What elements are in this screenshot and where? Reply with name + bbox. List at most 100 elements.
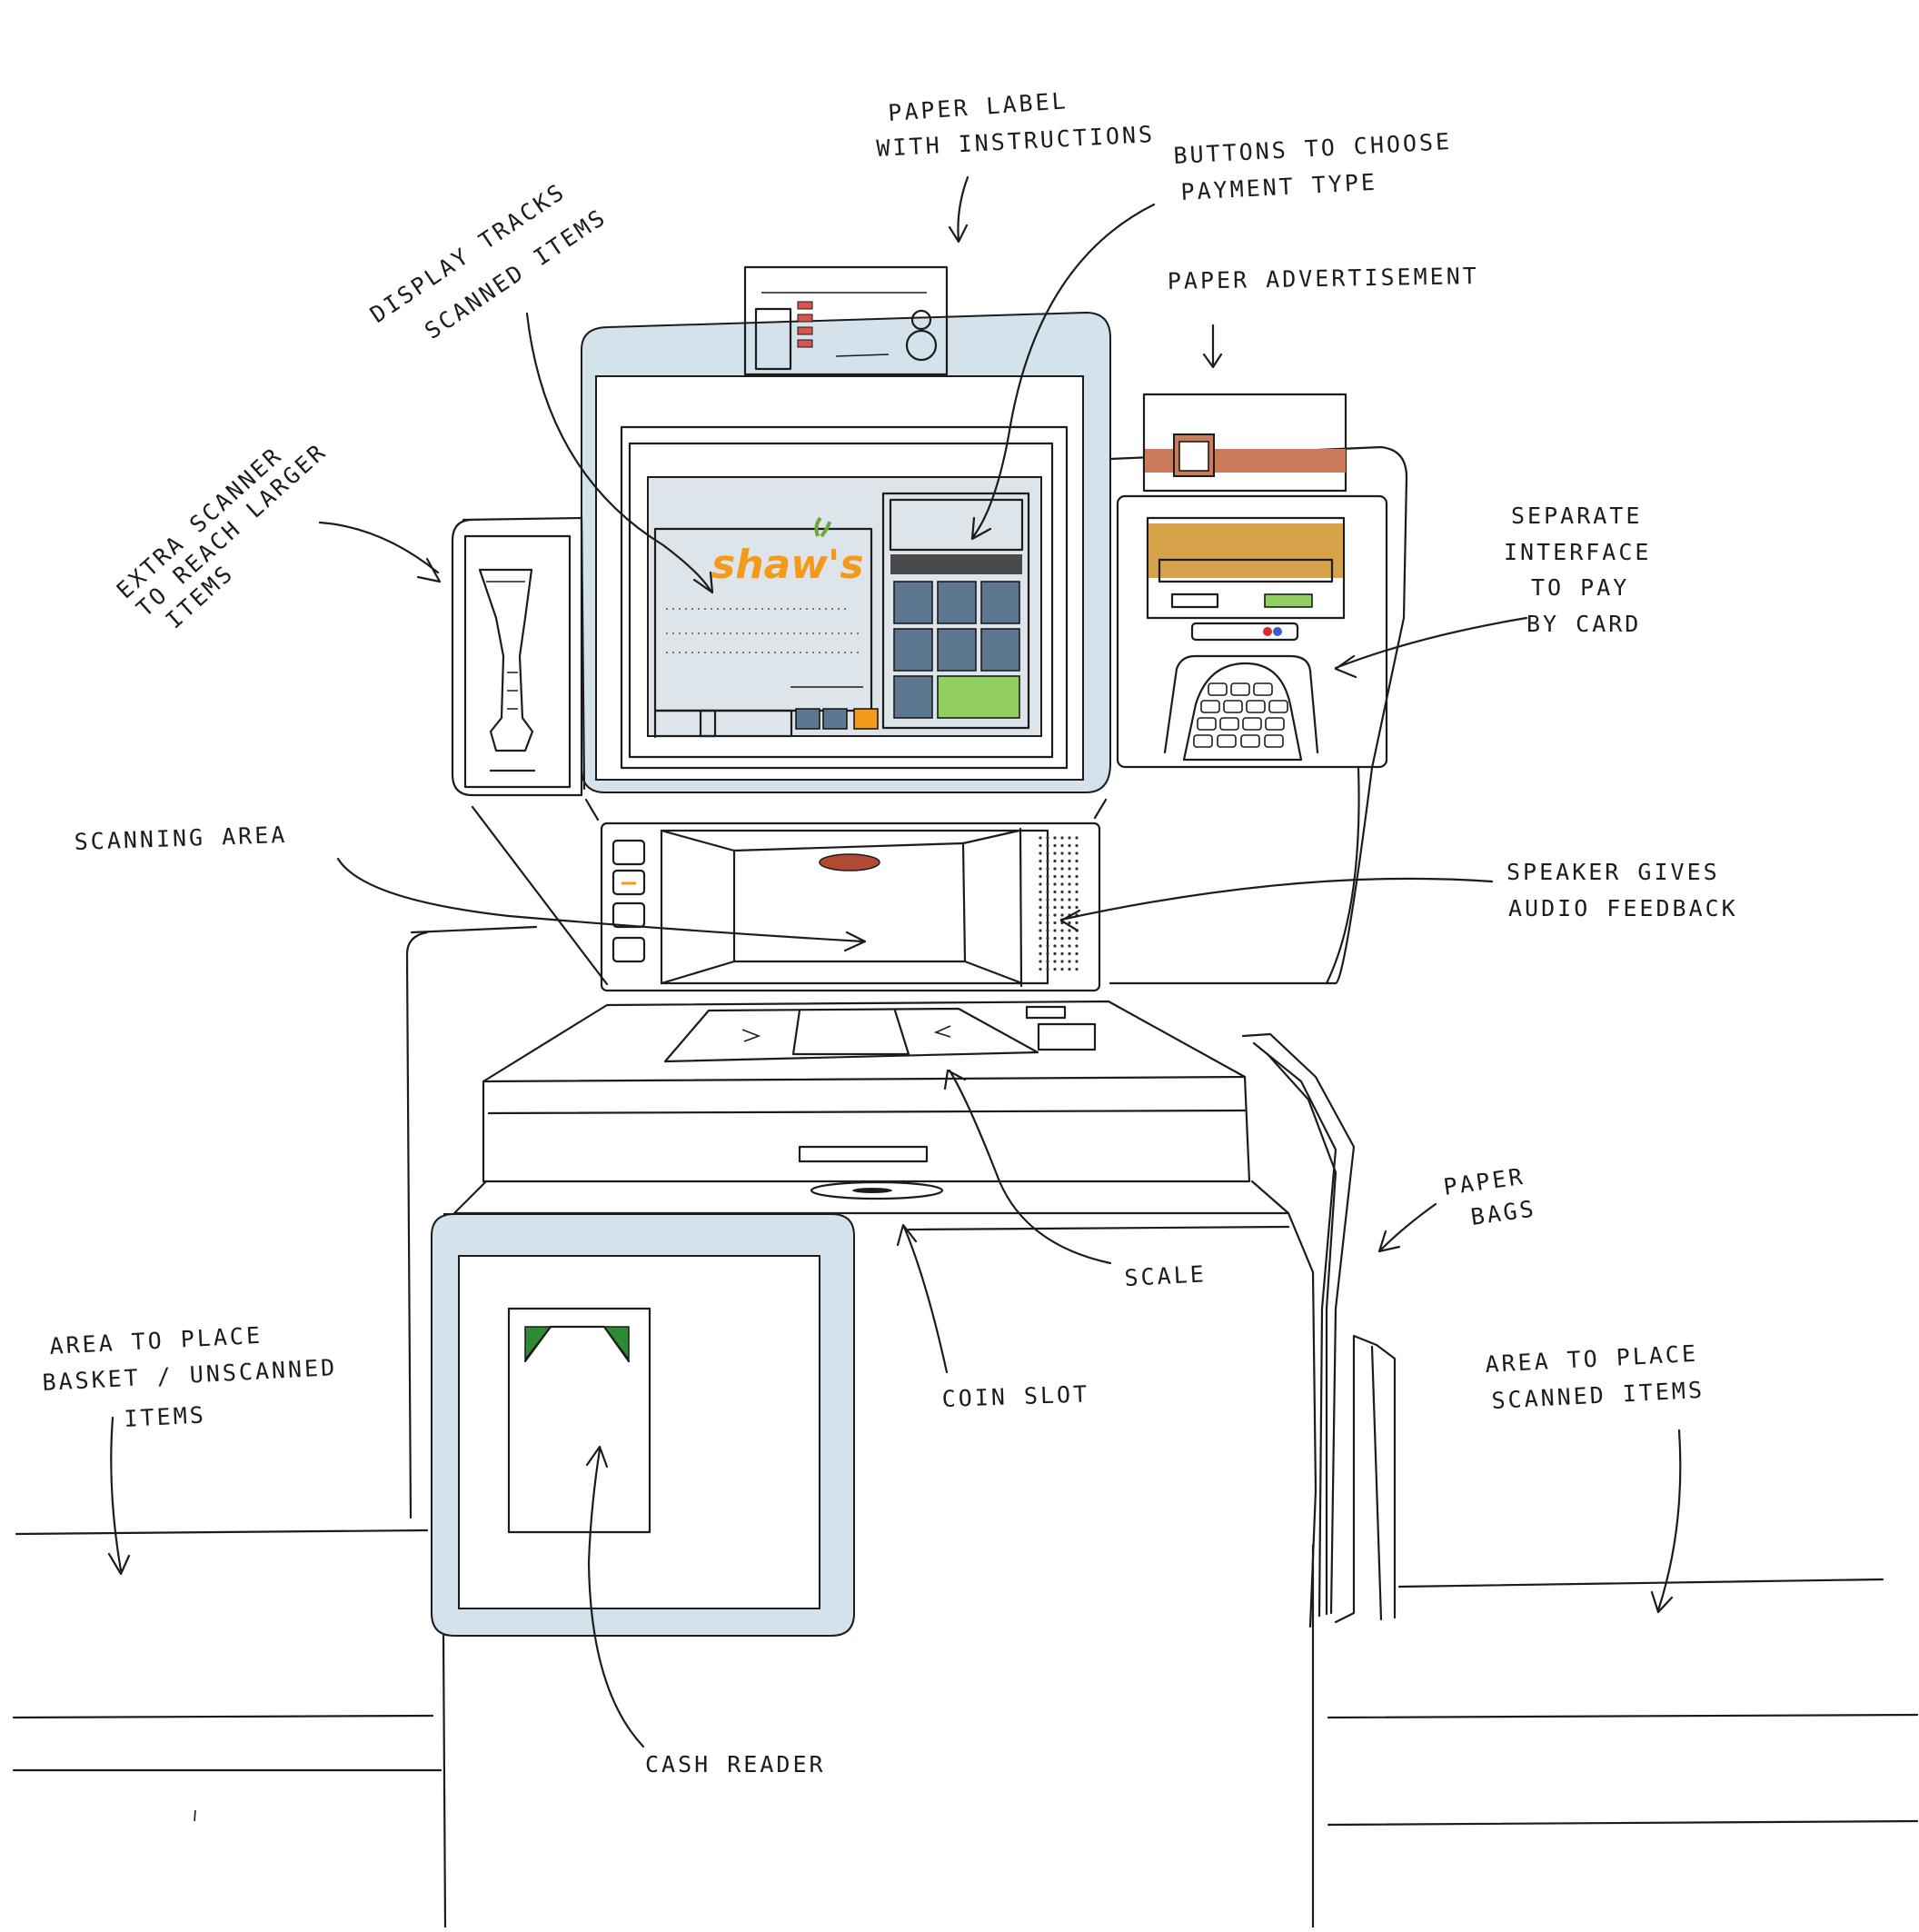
label-card-interface-3: TO PAY	[1531, 574, 1629, 601]
payment-type-button[interactable]	[893, 581, 933, 624]
speaker-hole	[1046, 905, 1049, 910]
speaker-hole	[1068, 867, 1071, 871]
speaker-hole	[1046, 890, 1049, 894]
speaker-hole	[1068, 960, 1071, 963]
speaker-hole	[1039, 898, 1042, 901]
speaker-hole	[1046, 960, 1049, 963]
screen-button-2[interactable]	[822, 708, 848, 730]
speaker-hole	[1053, 859, 1057, 863]
pay-button[interactable]	[937, 675, 1020, 719]
pin-key[interactable]	[1217, 734, 1237, 748]
pin-key[interactable]	[1246, 700, 1266, 713]
speaker-hole	[1075, 936, 1079, 941]
speaker-hole	[1053, 836, 1057, 840]
side-button-1[interactable]	[611, 839, 646, 866]
coin-slot[interactable]	[810, 1180, 944, 1200]
speaker-hole	[1039, 921, 1042, 925]
speaker-hole	[1060, 913, 1064, 917]
payment-panel	[881, 492, 1030, 730]
speaker-hole	[1046, 936, 1049, 941]
speaker-hole	[1053, 960, 1057, 963]
pin-key[interactable]	[1242, 717, 1262, 731]
label-payment-buttons-2: PAYMENT TYPE	[1180, 169, 1378, 205]
pin-key[interactable]	[1268, 700, 1288, 713]
pin-key[interactable]	[1208, 682, 1228, 696]
payment-type-button[interactable]	[980, 581, 1020, 624]
speaker-hole	[1039, 836, 1042, 840]
speaker-hole	[1075, 859, 1079, 863]
speaker-hole	[1060, 960, 1064, 963]
speaker-hole	[1053, 951, 1057, 956]
speaker-hole	[1039, 843, 1042, 848]
speaker-hole	[1039, 874, 1042, 879]
card-interface[interactable]	[1116, 494, 1388, 769]
speaker-hole	[1068, 951, 1071, 956]
speaker-hole	[1046, 967, 1049, 971]
shaws-logo: shaw's	[711, 542, 864, 588]
pin-key[interactable]	[1253, 682, 1273, 696]
cash-reader-panel	[431, 1213, 855, 1637]
speaker-hole	[1068, 929, 1071, 932]
speaker-hole	[1046, 882, 1049, 886]
speaker-hole	[1068, 936, 1071, 941]
speaker-hole	[1039, 913, 1042, 917]
speaker-hole	[1046, 851, 1049, 855]
speaker-hole	[1046, 836, 1049, 840]
speaker-hole	[1075, 874, 1079, 879]
pin-key[interactable]	[1223, 700, 1243, 713]
speaker-hole	[1068, 836, 1071, 840]
pin-pad[interactable]	[1193, 682, 1288, 748]
speaker-hole	[1068, 905, 1071, 910]
side-button-2[interactable]	[611, 869, 646, 896]
speaker-hole	[1046, 874, 1049, 879]
payment-type-button[interactable]	[937, 581, 977, 624]
speaker-hole	[1046, 867, 1049, 871]
speaker-hole	[1068, 944, 1071, 948]
side-button-4[interactable]	[611, 936, 646, 963]
speaker-hole	[1053, 929, 1057, 932]
left-counter	[12, 1529, 442, 1822]
speaker-hole	[1075, 851, 1079, 855]
pin-key[interactable]	[1230, 682, 1250, 696]
label-paper-advertisement: PAPER ADVERTISEMENT	[1168, 263, 1479, 294]
speaker-hole	[1075, 836, 1079, 840]
speaker-hole	[1075, 967, 1079, 971]
pin-key[interactable]	[1240, 734, 1260, 748]
speaker-hole	[1046, 913, 1049, 917]
pin-key[interactable]	[1193, 734, 1213, 748]
speaker-hole	[1060, 951, 1064, 956]
speaker-hole	[1046, 921, 1049, 925]
pin-key[interactable]	[1265, 717, 1285, 731]
handheld-scanner[interactable]	[478, 568, 536, 772]
label-paper-bags-1: PAPER	[1442, 1163, 1526, 1200]
pin-key[interactable]	[1264, 734, 1284, 748]
label-area-unscanned-1: AREA TO PLACE	[49, 1322, 263, 1359]
payment-type-button[interactable]	[937, 628, 977, 672]
payment-type-buttons	[893, 581, 1020, 719]
speaker-hole	[1060, 890, 1064, 894]
pin-key[interactable]	[1200, 700, 1220, 713]
speaker-hole	[1039, 967, 1042, 971]
screen-button-orange[interactable]	[853, 708, 879, 730]
cash-reader[interactable]	[507, 1307, 651, 1534]
speaker-hole	[1046, 898, 1049, 901]
payment-type-button[interactable]	[980, 628, 1020, 672]
pin-key[interactable]	[1197, 717, 1217, 731]
label-area-scanned-2: SCANNED ITEMS	[1491, 1377, 1705, 1414]
label-card-interface-1: SEPARATE	[1511, 503, 1642, 529]
speaker-hole	[1060, 843, 1064, 848]
side-button-3[interactable]	[611, 901, 646, 929]
label-area-unscanned-3: ITEMS	[124, 1401, 207, 1432]
payment-type-button[interactable]	[893, 628, 933, 672]
speaker-hole	[1075, 843, 1079, 848]
speaker-hole	[1060, 867, 1064, 871]
speaker-hole	[1075, 951, 1079, 956]
payment-type-button[interactable]	[893, 675, 933, 719]
speaker-hole	[1060, 929, 1064, 932]
scanning-area[interactable]	[600, 822, 1101, 992]
pin-key[interactable]	[1219, 717, 1239, 731]
speaker-hole	[1075, 905, 1079, 910]
label-payment-buttons-1: BUTTONS TO CHOOSE	[1173, 128, 1453, 169]
screen-button-1[interactable]	[795, 708, 820, 730]
label-card-interface-2: INTERFACE	[1504, 539, 1651, 565]
